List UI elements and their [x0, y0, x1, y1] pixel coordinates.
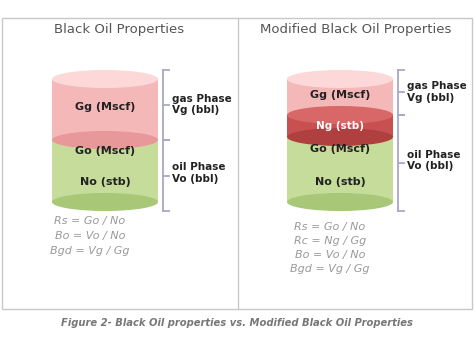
Bar [2, 18, 472, 309]
Ellipse shape [52, 131, 158, 149]
Ellipse shape [52, 70, 158, 88]
Text: Bo = Vo / No: Bo = Vo / No [55, 231, 125, 241]
Text: oil Phase
Vo (bbl): oil Phase Vo (bbl) [172, 162, 226, 184]
Text: gas Phase
Vg (bbl): gas Phase Vg (bbl) [172, 94, 232, 115]
Text: gas Phase
Vg (bbl): gas Phase Vg (bbl) [407, 81, 467, 103]
Bar [52, 162, 158, 202]
Text: Go (Mscf): Go (Mscf) [75, 146, 135, 156]
Ellipse shape [287, 70, 393, 88]
Text: Go (Mscf): Go (Mscf) [310, 145, 370, 154]
Ellipse shape [52, 131, 158, 149]
Ellipse shape [287, 128, 393, 146]
Bar [287, 137, 393, 162]
Text: Black Oil Properties: Black Oil Properties [54, 23, 184, 35]
Text: oil Phase
Vo (bbl): oil Phase Vo (bbl) [407, 150, 461, 171]
Ellipse shape [287, 128, 393, 146]
Ellipse shape [287, 193, 393, 211]
Text: Gg (Mscf): Gg (Mscf) [75, 101, 135, 112]
Text: Bgd = Vg / Gg: Bgd = Vg / Gg [290, 264, 370, 274]
Text: Ng (stb): Ng (stb) [316, 121, 364, 131]
Text: Rc = Ng / Gg: Rc = Ng / Gg [294, 236, 366, 246]
Bar [52, 79, 158, 140]
Text: Gg (Mscf): Gg (Mscf) [310, 90, 370, 100]
Text: Rs = Go / No: Rs = Go / No [55, 216, 126, 226]
Bar [287, 162, 393, 202]
Bar [287, 79, 393, 115]
Text: No (stb): No (stb) [315, 177, 365, 187]
Text: Bgd = Vg / Gg: Bgd = Vg / Gg [50, 246, 130, 256]
Text: Modified Black Oil Properties: Modified Black Oil Properties [260, 23, 452, 35]
Text: Bo = Vo / No: Bo = Vo / No [295, 250, 365, 260]
Text: No (stb): No (stb) [80, 177, 130, 187]
Text: Figure 2- Black Oil properties vs. Modified Black Oil Properties: Figure 2- Black Oil properties vs. Modif… [61, 318, 413, 328]
Ellipse shape [287, 106, 393, 124]
Bar [287, 115, 393, 137]
Bar [52, 140, 158, 162]
Ellipse shape [52, 193, 158, 211]
Text: Rs = Go / No: Rs = Go / No [294, 222, 365, 232]
